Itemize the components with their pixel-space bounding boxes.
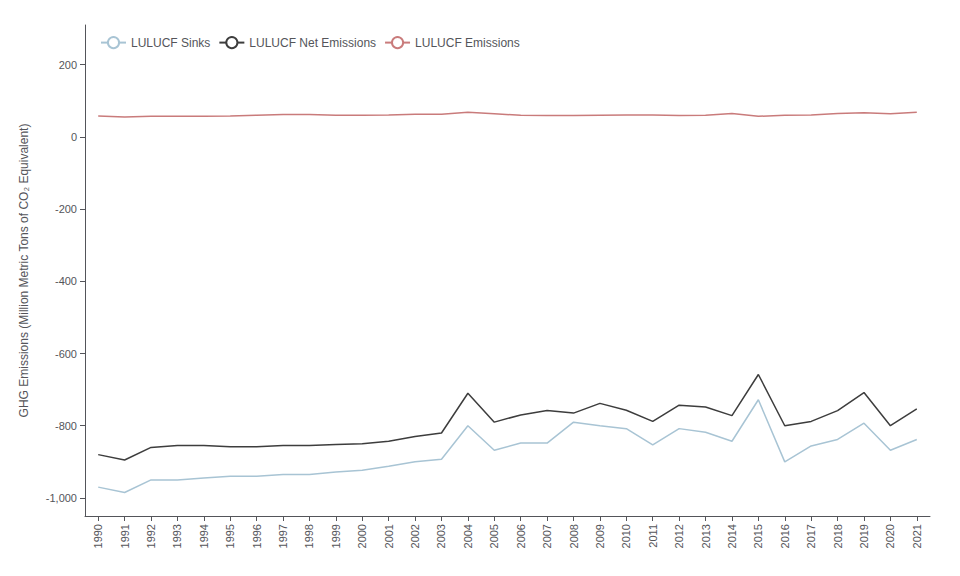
svg-text:2004: 2004: [462, 524, 474, 548]
svg-text:1991: 1991: [119, 524, 131, 548]
svg-text:2015: 2015: [752, 524, 764, 548]
svg-text:-400: -400: [55, 275, 77, 287]
svg-text:-600: -600: [55, 348, 77, 360]
svg-text:2014: 2014: [726, 524, 738, 548]
svg-text:GHG Emissions (Million Metric: GHG Emissions (Million Metric Tons of CO…: [17, 124, 31, 418]
svg-text:2018: 2018: [832, 524, 844, 548]
svg-text:-200: -200: [55, 203, 77, 215]
svg-text:LULUCF Net Emissions: LULUCF Net Emissions: [249, 36, 376, 50]
svg-text:1996: 1996: [251, 524, 263, 548]
svg-text:2009: 2009: [594, 524, 606, 548]
svg-text:2008: 2008: [568, 524, 580, 548]
svg-text:1999: 1999: [330, 524, 342, 548]
svg-text:2010: 2010: [620, 524, 632, 548]
svg-text:2012: 2012: [673, 524, 685, 548]
svg-text:2016: 2016: [779, 524, 791, 548]
svg-text:2011: 2011: [647, 524, 659, 548]
svg-text:LULUCF Sinks: LULUCF Sinks: [131, 36, 210, 50]
svg-text:2002: 2002: [409, 524, 421, 548]
svg-text:2006: 2006: [515, 524, 527, 548]
svg-text:2019: 2019: [858, 524, 870, 548]
svg-text:2017: 2017: [805, 524, 817, 548]
svg-text:1998: 1998: [303, 524, 315, 548]
svg-text:2021: 2021: [911, 524, 923, 548]
svg-text:2001: 2001: [383, 524, 395, 548]
svg-text:2007: 2007: [541, 524, 553, 548]
svg-text:2000: 2000: [356, 524, 368, 548]
svg-text:1993: 1993: [171, 524, 183, 548]
svg-text:2005: 2005: [488, 524, 500, 548]
svg-text:LULUCF Emissions: LULUCF Emissions: [415, 36, 520, 50]
svg-text:1992: 1992: [145, 524, 157, 548]
svg-text:-800: -800: [55, 420, 77, 432]
svg-text:2020: 2020: [884, 524, 896, 548]
svg-text:200: 200: [59, 59, 77, 71]
svg-text:0: 0: [71, 131, 77, 143]
svg-text:1990: 1990: [92, 524, 104, 548]
svg-text:2003: 2003: [435, 524, 447, 548]
svg-text:2013: 2013: [700, 524, 712, 548]
svg-text:1994: 1994: [198, 524, 210, 548]
svg-text:1995: 1995: [224, 524, 236, 548]
svg-text:1997: 1997: [277, 524, 289, 548]
svg-text:-1,000: -1,000: [46, 492, 77, 504]
